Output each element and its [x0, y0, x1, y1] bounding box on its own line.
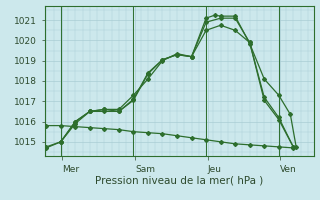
X-axis label: Pression niveau de la mer( hPa ): Pression niveau de la mer( hPa )	[95, 175, 263, 185]
